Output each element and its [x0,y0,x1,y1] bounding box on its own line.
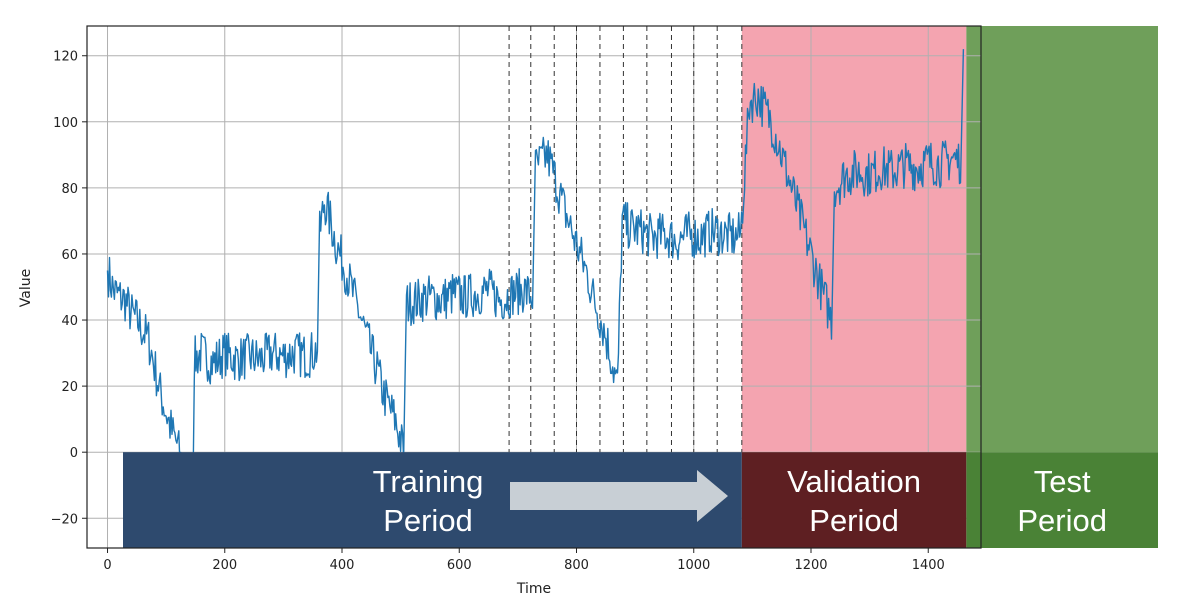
y-tick-label: 100 [53,116,78,131]
training-arrow-icon [510,470,728,522]
period-fill-1 [741,26,967,453]
period-band-1 [741,452,967,548]
x-tick-label: 800 [564,558,589,573]
x-tick-label: 1000 [677,558,710,573]
x-axis-ticks: 0 200 400 600 800 1000 1200 1400 [103,548,945,573]
x-tick-label: 1400 [912,558,945,573]
y-axis-label: Value [18,269,34,307]
y-tick-label: 0 [70,446,78,461]
period-label-2-line1: Test [1034,464,1091,499]
plot-frame [86,25,982,549]
x-tick-label: 200 [212,558,237,573]
y-tick-label: 120 [53,50,78,65]
y-tick-label: 20 [61,380,78,395]
plot-area: Training Period Validation Period Test Period [86,25,1158,549]
x-tick-label: 1200 [794,558,827,573]
period-bands: Training Period Validation Period Test Period [123,452,1158,548]
split-lines [508,26,743,453]
period-label-2-line2: Period [1017,503,1107,538]
y-axis-ticks: −20 0 20 40 60 80 100 120 [51,50,87,527]
period-fill-2 [966,26,1158,453]
period-label-0-line1: Training [373,464,484,499]
series-line-0 [106,49,965,529]
y-tick-label: 80 [61,182,78,197]
x-tick-label: 600 [447,558,472,573]
period-label-1-line2: Period [809,503,899,538]
x-tick-label: 0 [103,558,111,573]
y-tick-label: −20 [51,512,78,527]
period-label-1-line1: Validation [787,464,921,499]
series-layer [106,49,965,529]
period-fills [741,26,1158,453]
y-tick-label: 60 [61,248,78,263]
y-tick-label: 40 [61,314,78,329]
x-tick-label: 400 [330,558,355,573]
period-label-0-line2: Period [383,503,473,538]
period-band-2 [966,452,1158,548]
x-axis-label: Time [516,581,551,597]
